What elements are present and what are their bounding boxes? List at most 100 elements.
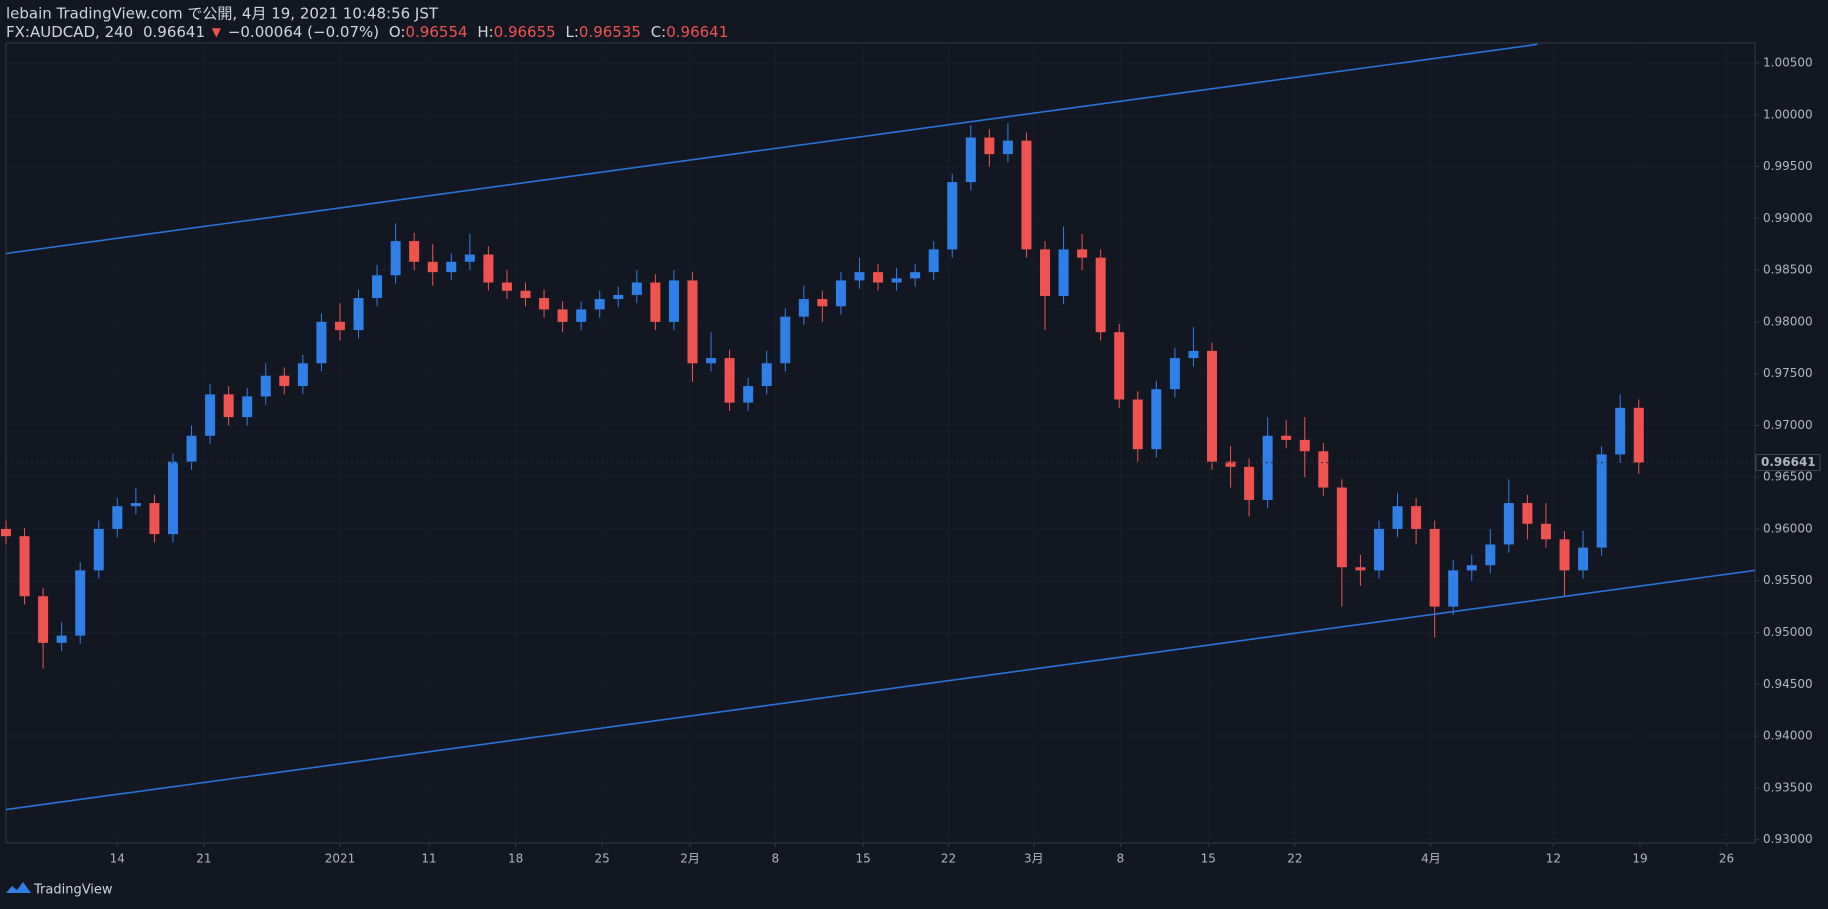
candle-body <box>1002 140 1013 155</box>
change: −0.00064 (−0.07%) <box>228 23 379 41</box>
close: 0.96641 <box>666 23 728 41</box>
candle-body <box>130 503 141 507</box>
candle-body <box>1040 249 1051 296</box>
candle-body <box>873 272 884 283</box>
candle-body <box>186 435 197 462</box>
x-tick-label: 4月 <box>1421 852 1441 866</box>
candle-body <box>483 254 494 283</box>
candle-body <box>1095 257 1106 333</box>
x-tick-label: 15 <box>856 852 871 866</box>
candle-body <box>743 386 754 403</box>
y-tick-label: 0.98500 <box>1763 263 1813 277</box>
candle-body <box>223 394 234 418</box>
x-tick-label: 2021 <box>325 852 356 866</box>
candle-body <box>1540 523 1551 540</box>
publish-line: lebain TradingView.com で公開, 4月 19, 2021 … <box>6 5 439 23</box>
candle-body <box>1373 528 1384 571</box>
candle-body <box>1318 451 1329 488</box>
candle-body <box>1262 435 1273 500</box>
y-tick-label: 0.95500 <box>1763 573 1813 587</box>
candle-body <box>446 261 457 273</box>
last-price-tag <box>1755 454 1821 472</box>
candle-body <box>1392 506 1403 529</box>
x-tick-label: 2月 <box>680 852 700 866</box>
candle-body <box>1485 544 1496 566</box>
candle-body <box>984 137 995 155</box>
candle-body <box>817 299 828 307</box>
candle-body <box>1021 140 1032 250</box>
candle-body <box>56 635 67 643</box>
open-label: O: <box>389 23 406 41</box>
x-tick-label: 22 <box>941 852 956 866</box>
x-tick-label: 14 <box>110 852 125 866</box>
candle-body <box>520 290 531 299</box>
x-tick-label: 3月 <box>1024 852 1044 866</box>
high-label: H: <box>477 23 493 41</box>
candle-body <box>594 299 605 310</box>
candle-body <box>372 275 383 299</box>
candle-body <box>706 358 717 364</box>
candle-body <box>1 528 11 537</box>
x-tick-label: 8 <box>772 852 780 866</box>
candle-body <box>539 298 550 310</box>
candle-body <box>242 396 253 418</box>
candle-body <box>687 280 698 364</box>
candle-body <box>279 375 290 387</box>
high: 0.96655 <box>494 23 556 41</box>
candle-body <box>75 570 86 636</box>
candle-body <box>910 272 921 279</box>
candle-body <box>1281 435 1292 440</box>
candle-body <box>650 282 661 322</box>
candle-body <box>1615 407 1626 455</box>
candle-body <box>260 375 271 397</box>
y-tick-label: 0.98000 <box>1763 314 1813 328</box>
candle-body <box>613 294 624 300</box>
candle-body <box>112 506 123 529</box>
candle-body <box>1336 487 1347 568</box>
candle-body <box>1448 570 1459 607</box>
candle-body <box>316 321 327 364</box>
x-tick-label: 26 <box>1719 852 1734 866</box>
candle-body <box>297 363 308 387</box>
candle-body <box>1355 567 1366 571</box>
footer-brand[interactable]: TradingView <box>33 883 113 898</box>
candle-body <box>761 363 772 387</box>
last-price-label: 0.96641 <box>1761 455 1816 469</box>
candle-body <box>93 528 104 571</box>
candle-body <box>1559 539 1570 571</box>
candle-body <box>427 261 438 273</box>
close-label: C: <box>651 23 667 41</box>
candle-body <box>1077 249 1088 258</box>
y-tick-label: 0.93000 <box>1763 832 1813 846</box>
logo <box>6 882 31 893</box>
y-tick-label: 1.00000 <box>1763 107 1813 121</box>
candle-body <box>409 241 420 262</box>
candle-body <box>1596 454 1607 548</box>
candle-body <box>891 278 902 283</box>
candle-body <box>1169 358 1180 390</box>
candle-body <box>780 316 791 364</box>
candle-body <box>1206 350 1217 462</box>
candle-body <box>1151 389 1162 450</box>
y-tick-label: 0.94500 <box>1763 677 1813 691</box>
candle-body <box>1114 332 1125 400</box>
candle-body <box>631 282 642 295</box>
candle-body <box>334 321 345 331</box>
candle-body <box>19 536 30 597</box>
candle-body <box>1466 565 1477 571</box>
open: 0.96554 <box>406 23 468 41</box>
low-label: L: <box>565 23 578 41</box>
trend-line <box>5 43 1538 255</box>
y-tick-label: 0.97000 <box>1763 418 1813 432</box>
candle-body <box>798 299 809 317</box>
candle-body <box>947 182 958 250</box>
x-tick-label: 18 <box>508 852 523 866</box>
x-tick-label: 21 <box>196 852 211 866</box>
candle-body <box>965 137 976 183</box>
candle-body <box>38 596 49 643</box>
candle-body <box>1429 528 1440 607</box>
y-tick-label: 1.00500 <box>1763 55 1813 69</box>
candle-body <box>1058 249 1069 296</box>
